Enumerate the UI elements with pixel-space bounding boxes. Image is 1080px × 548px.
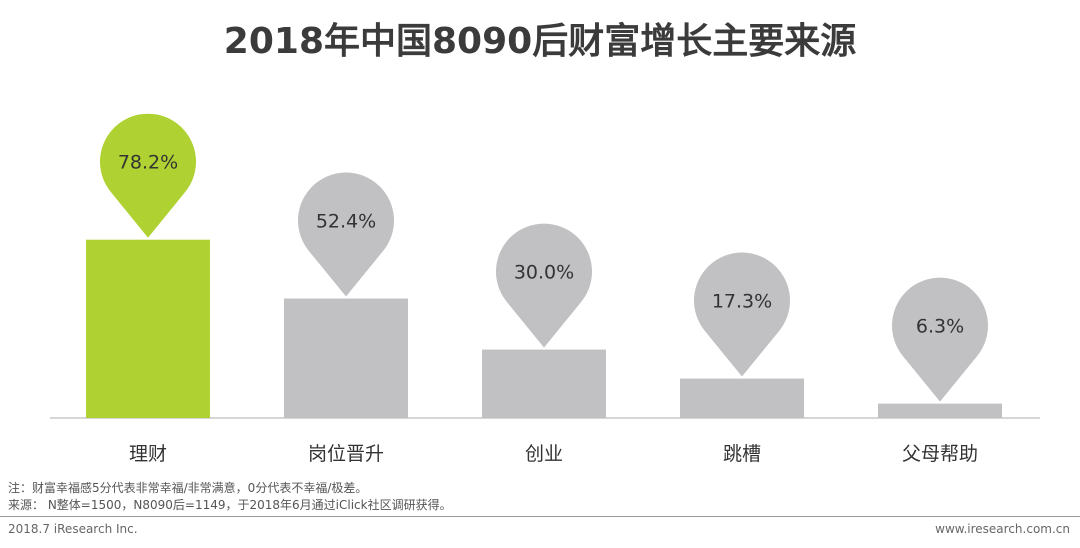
category-label-1: 理财 xyxy=(129,443,167,465)
bar-5 xyxy=(878,403,1002,418)
value-pin-2 xyxy=(298,172,394,297)
bar-2 xyxy=(284,298,408,418)
note-text: 注：财富幸福感5分代表非常幸福/非常满意，0分代表不幸福/极差。 xyxy=(8,481,368,495)
bar-1 xyxy=(86,239,210,418)
data-label-1: 78.2% xyxy=(118,152,178,174)
footer-divider xyxy=(0,516,1080,517)
category-label-4: 跳槽 xyxy=(723,443,761,465)
footer-copyright: 2018.7 iResearch Inc. xyxy=(8,522,138,536)
bar-4 xyxy=(680,378,804,418)
bar-chart: 78.2% 理财 52.4% 岗位晋升 30.0% 创业 17.3% 跳槽 6.3% 父母帮助 xyxy=(50,113,1040,465)
value-pin-3 xyxy=(496,223,592,348)
value-pin-5 xyxy=(892,277,988,402)
data-label-5: 6.3% xyxy=(916,316,964,338)
category-label-5: 父母帮助 xyxy=(902,443,978,465)
data-label-2: 52.4% xyxy=(316,211,376,233)
value-pin-4 xyxy=(694,252,790,377)
value-pin-1 xyxy=(100,113,197,238)
page-title: 2018年中国8090后财富增长主要来源 xyxy=(223,21,857,62)
source-text: 来源： N整体=1500，N8090后=1149，于2018年6月通过iClic… xyxy=(8,498,452,512)
notes: 注：财富幸福感5分代表非常幸福/非常满意，0分代表不幸福/极差。 来源： N整体… xyxy=(8,480,452,514)
data-label-4: 17.3% xyxy=(712,291,772,313)
category-label-3: 创业 xyxy=(525,443,563,465)
bar-3 xyxy=(482,349,606,418)
category-label-2: 岗位晋升 xyxy=(308,443,384,465)
data-label-3: 30.0% xyxy=(514,262,574,284)
footer-website: www.iresearch.com.cn xyxy=(935,522,1070,536)
